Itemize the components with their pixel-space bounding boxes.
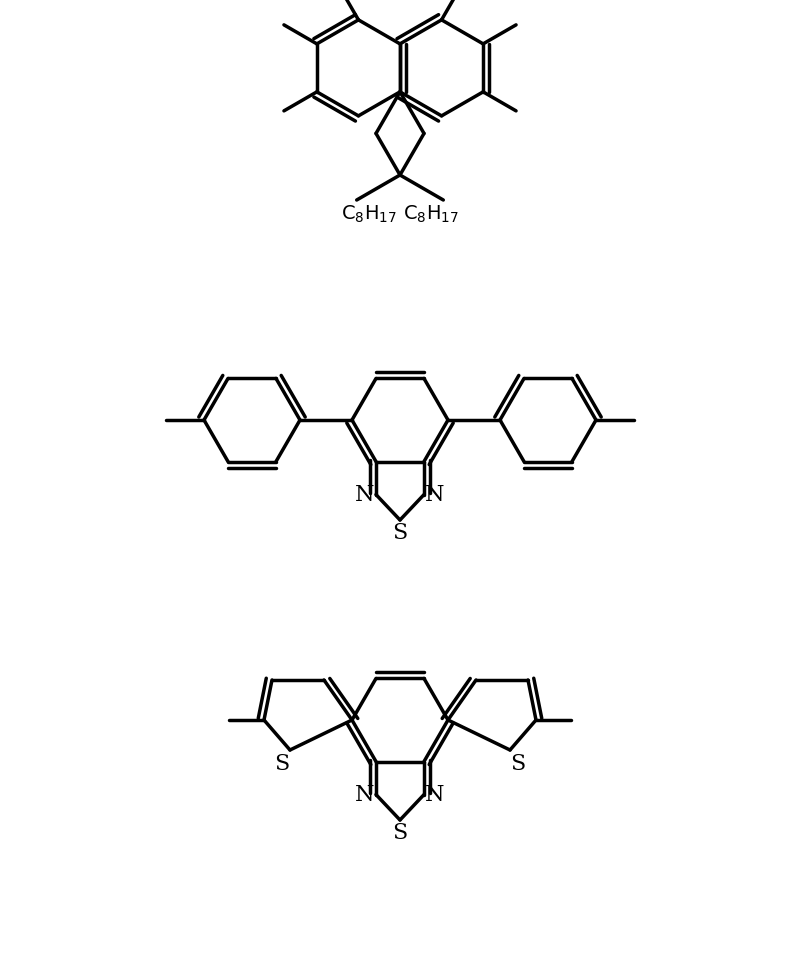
Text: S: S [392, 522, 408, 544]
Text: S: S [510, 753, 526, 775]
Text: N: N [355, 484, 374, 506]
Text: N: N [426, 784, 445, 805]
Text: N: N [426, 484, 445, 506]
Text: N: N [355, 784, 374, 805]
Text: S: S [392, 822, 408, 844]
Text: $\mathrm{C_8H_{17}}$: $\mathrm{C_8H_{17}}$ [403, 204, 459, 225]
Text: S: S [274, 753, 290, 775]
Text: $\mathrm{C_8H_{17}}$: $\mathrm{C_8H_{17}}$ [341, 204, 397, 225]
